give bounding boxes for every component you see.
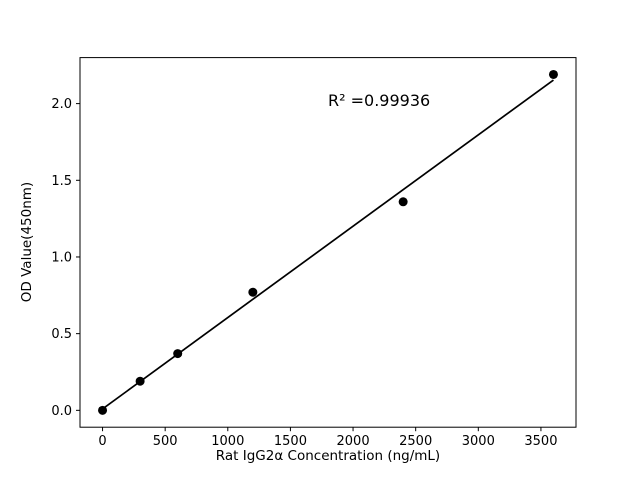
y-tick-label: 2.0 [51,97,72,112]
y-tick-label: 1.0 [51,250,72,265]
x-tick-label: 0 [98,434,106,449]
data-point [248,287,258,297]
x-axis-label: Rat IgG2α Concentration (ng/mL) [215,448,441,464]
x-tick-label: 2500 [399,434,432,449]
data-point [135,376,145,386]
plot-frame [79,57,577,428]
data-point [548,69,558,79]
x-tick-label: 3000 [462,434,495,449]
data-point [398,197,408,207]
data-point [98,405,108,415]
y-tick-label: 0.5 [51,327,72,342]
x-tick-label: 2000 [337,434,370,449]
y-axis-label: OD Value(450nm) [19,181,35,303]
r-squared-annotation: R² =0.99936 [328,91,431,110]
x-tick-label: 500 [153,434,178,449]
x-tick-label: 1000 [211,434,244,449]
y-tick-label: 1.5 [51,174,72,189]
x-tick-label: 1500 [274,434,307,449]
x-tick-label: 3500 [524,434,557,449]
y-tick-label: 0.0 [51,404,72,419]
fit-line [102,79,554,410]
data-point [173,349,183,359]
